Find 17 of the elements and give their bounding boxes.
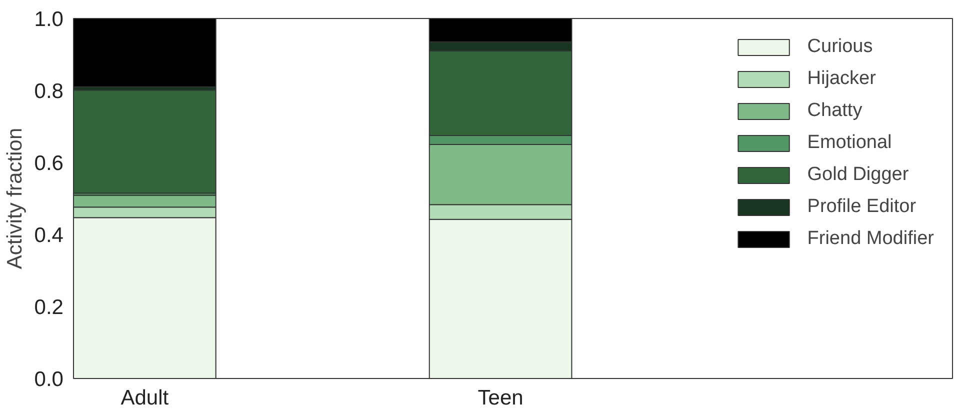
legend-label: Emotional <box>807 132 892 154</box>
legend-label: Profile Editor <box>807 196 916 218</box>
legend-label: Curious <box>807 36 873 58</box>
x-tick-label: Teen <box>478 386 524 410</box>
legend-label: Hijacker <box>807 68 876 90</box>
y-tick-label: 0.0 <box>34 368 64 391</box>
legend-label: Gold Digger <box>807 164 909 186</box>
y-axis-title: Activity fraction <box>3 128 26 270</box>
legend-label: Friend Modifier <box>807 228 934 250</box>
y-tick-label: 0.6 <box>34 152 64 175</box>
x-tick-label: Adult <box>120 386 169 410</box>
legend-label: Chatty <box>807 100 862 122</box>
y-tick-label: 0.2 <box>34 296 64 319</box>
y-tick-label: 0.4 <box>34 224 64 247</box>
y-tick-label: 1.0 <box>34 8 64 31</box>
y-tick-label: 0.8 <box>34 80 64 103</box>
bar <box>74 90 216 194</box>
